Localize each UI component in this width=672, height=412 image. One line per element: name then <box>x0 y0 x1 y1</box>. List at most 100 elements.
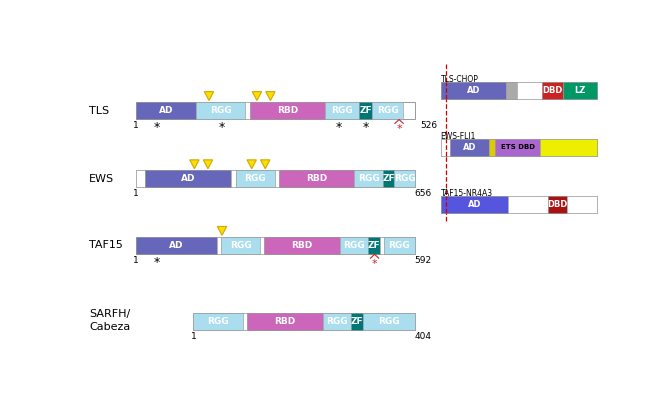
Text: RGG: RGG <box>394 174 415 183</box>
Bar <box>495 139 540 156</box>
Bar <box>323 313 351 330</box>
Text: *: * <box>396 124 402 133</box>
Bar <box>509 197 548 213</box>
Text: RGG: RGG <box>388 241 410 250</box>
Bar <box>384 236 415 254</box>
Text: EWS-FLI1: EWS-FLI1 <box>441 132 476 141</box>
Text: 1: 1 <box>190 332 196 341</box>
Text: RGG: RGG <box>331 106 353 115</box>
Bar <box>363 313 415 330</box>
Bar <box>359 102 372 119</box>
Text: RBD: RBD <box>274 317 296 326</box>
Bar <box>247 313 323 330</box>
Bar <box>196 102 245 119</box>
Bar <box>231 170 236 187</box>
Bar <box>325 102 359 119</box>
Polygon shape <box>217 227 226 235</box>
Bar <box>450 139 489 156</box>
Text: AD: AD <box>468 200 481 209</box>
Text: EWS: EWS <box>89 174 114 184</box>
Polygon shape <box>265 91 275 101</box>
Text: AD: AD <box>463 143 476 152</box>
Bar <box>394 170 415 187</box>
Text: *: * <box>372 258 378 269</box>
Text: 1: 1 <box>133 189 139 198</box>
Bar <box>249 102 325 119</box>
Bar <box>441 82 597 98</box>
Bar <box>245 102 249 119</box>
Text: TAF15-NR4A3: TAF15-NR4A3 <box>441 189 493 198</box>
Bar <box>441 197 597 213</box>
Polygon shape <box>203 160 212 169</box>
Bar <box>506 82 517 98</box>
Text: TAF15: TAF15 <box>89 240 123 250</box>
Polygon shape <box>252 91 261 101</box>
Text: RGG: RGG <box>377 106 398 115</box>
Bar <box>567 197 597 213</box>
Bar <box>372 102 403 119</box>
Bar <box>548 197 567 213</box>
Polygon shape <box>204 91 214 101</box>
Bar <box>441 197 509 213</box>
Text: ZF: ZF <box>382 174 395 183</box>
Bar <box>340 236 368 254</box>
Text: *: * <box>336 121 342 134</box>
Bar <box>489 139 495 156</box>
Polygon shape <box>247 160 257 169</box>
Bar <box>542 82 563 98</box>
Text: ETS DBD: ETS DBD <box>501 145 534 150</box>
Text: RBD: RBD <box>277 106 298 115</box>
Bar <box>136 170 415 187</box>
Polygon shape <box>261 160 270 169</box>
Text: RGG: RGG <box>326 317 347 326</box>
Text: RGG: RGG <box>230 241 251 250</box>
Bar <box>136 236 415 254</box>
Text: AD: AD <box>181 174 196 183</box>
Text: 592: 592 <box>415 255 432 265</box>
Text: *: * <box>363 121 370 134</box>
Bar <box>441 139 597 156</box>
Bar <box>236 170 275 187</box>
Bar <box>136 102 415 119</box>
Bar <box>275 170 279 187</box>
Text: RGG: RGG <box>343 241 365 250</box>
Text: *: * <box>219 121 225 134</box>
Text: SARFH/: SARFH/ <box>89 309 130 319</box>
Bar <box>351 313 363 330</box>
Bar <box>221 236 260 254</box>
Bar <box>380 236 384 254</box>
Text: AD: AD <box>159 106 173 115</box>
Text: LZ: LZ <box>575 86 586 95</box>
Text: RGG: RGG <box>210 106 232 115</box>
Bar <box>279 170 354 187</box>
Bar <box>136 102 196 119</box>
Text: DBD: DBD <box>542 86 563 95</box>
Text: *: * <box>154 256 160 269</box>
Text: 1: 1 <box>133 121 139 130</box>
Text: RGG: RGG <box>207 317 229 326</box>
Bar <box>540 139 597 156</box>
Bar <box>194 313 415 330</box>
Bar <box>243 313 247 330</box>
Polygon shape <box>190 160 199 169</box>
Bar <box>383 170 394 187</box>
Bar <box>260 236 264 254</box>
Text: RBD: RBD <box>292 241 312 250</box>
Text: AD: AD <box>466 86 480 95</box>
Bar <box>354 170 383 187</box>
Bar <box>194 313 243 330</box>
Bar <box>217 236 221 254</box>
Bar <box>145 170 231 187</box>
Text: *: * <box>154 121 160 134</box>
Text: DBD: DBD <box>547 200 568 209</box>
Text: AD: AD <box>169 241 183 250</box>
Text: 1: 1 <box>133 255 139 265</box>
Bar <box>368 236 380 254</box>
Bar <box>136 236 217 254</box>
Text: TLS: TLS <box>89 105 110 115</box>
Text: TLS-CHOP: TLS-CHOP <box>441 75 478 84</box>
Text: 404: 404 <box>415 332 431 341</box>
Text: 656: 656 <box>415 189 432 198</box>
Bar <box>517 82 542 98</box>
Text: 526: 526 <box>420 121 437 130</box>
